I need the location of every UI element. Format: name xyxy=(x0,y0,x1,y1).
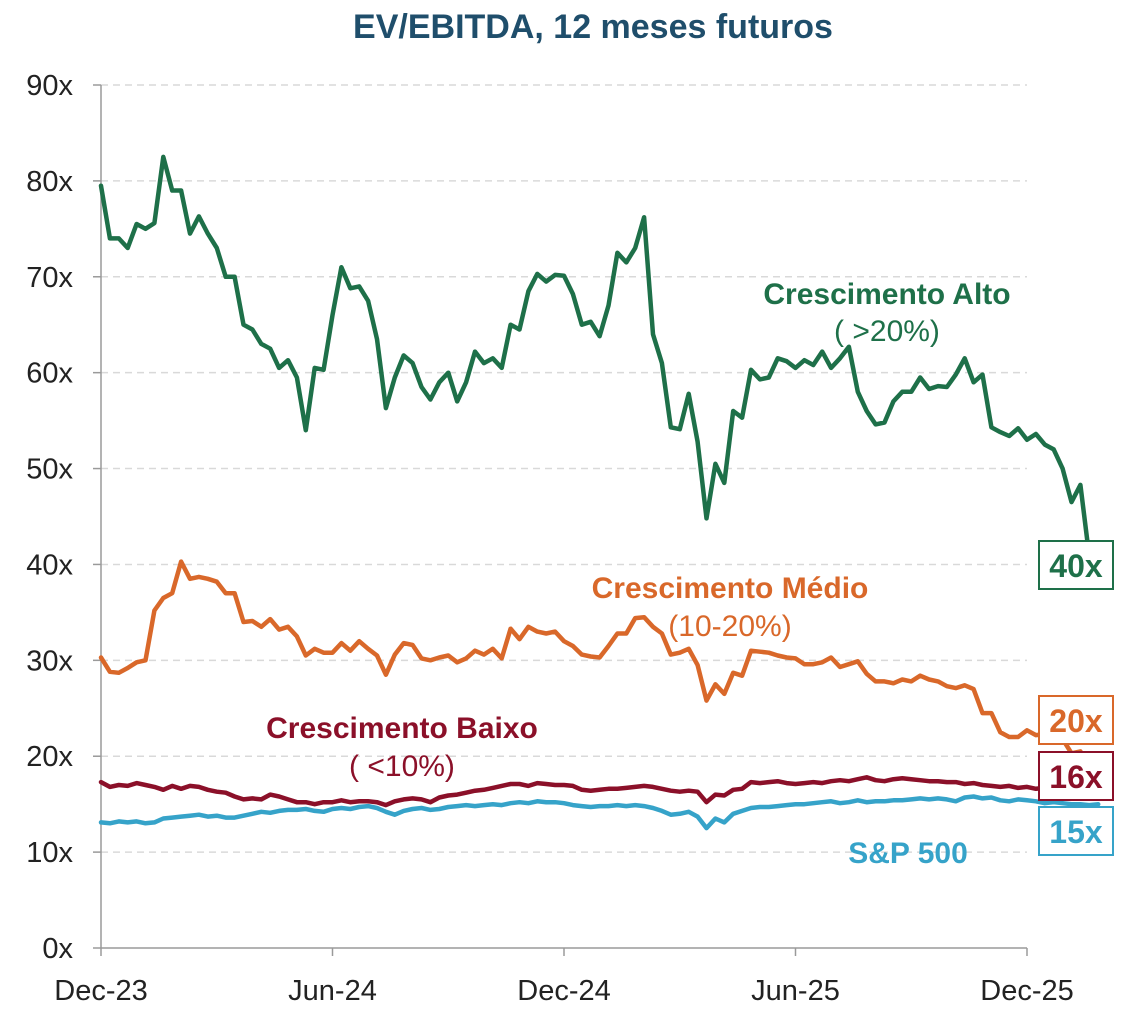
series-line-crescimento-medio xyxy=(98,559,1101,769)
label-crescimento-medio: Crescimento Médio xyxy=(592,572,869,605)
series-line-sp500 xyxy=(98,794,1101,831)
x-tick-label: Jun-25 xyxy=(751,975,840,1007)
y-tick-label: 40x xyxy=(26,549,73,581)
y-tick-label: 10x xyxy=(26,837,73,869)
y-tick-label: 70x xyxy=(26,262,73,294)
x-tick-label: Jun-24 xyxy=(288,975,377,1007)
end-value-medio: 20x xyxy=(1049,703,1103,739)
label-sp500: S&P 500 xyxy=(848,837,968,870)
chart-title: EV/EBITDA, 12 meses futuros xyxy=(353,8,833,46)
end-badge-medio: 20x xyxy=(1038,695,1114,745)
end-badge-sp500: 15x xyxy=(1038,806,1114,856)
series-line-crescimento-alto xyxy=(98,154,1101,567)
sublabel-crescimento-alto: ( >20%) xyxy=(834,315,940,348)
end-value-alto: 40x xyxy=(1049,548,1103,584)
y-axis: 0x 10x 20x 30x 40x 50x 60x 70x 80x 90x xyxy=(26,70,101,965)
end-badge-alto: 40x xyxy=(1038,540,1114,590)
sublabel-crescimento-baixo: ( <10%) xyxy=(349,750,455,783)
y-tick-label: 90x xyxy=(26,70,73,102)
y-tick-label: 50x xyxy=(26,454,73,486)
series-line-crescimento-baixo xyxy=(98,775,1101,808)
y-tick-label: 60x xyxy=(26,358,73,390)
end-badge-baixo: 16x xyxy=(1038,751,1114,801)
x-axis: Dec-23 Jun-24 Dec-24 Jun-25 Dec-25 xyxy=(54,948,1074,1007)
label-crescimento-alto: Crescimento Alto xyxy=(763,278,1010,311)
end-value-sp500: 15x xyxy=(1049,814,1103,850)
series-lines xyxy=(98,154,1101,831)
sublabel-crescimento-medio: (10-20%) xyxy=(668,610,791,643)
y-tick-label: 80x xyxy=(26,166,73,198)
x-tick-label: Dec-25 xyxy=(980,975,1074,1007)
y-tick-label: 20x xyxy=(26,741,73,773)
end-value-baixo: 16x xyxy=(1049,759,1103,795)
y-tick-label: 30x xyxy=(26,645,73,677)
y-tick-label: 0x xyxy=(42,933,73,965)
x-tick-label: Dec-23 xyxy=(54,975,148,1007)
gridlines xyxy=(101,84,1027,853)
x-tick-label: Dec-24 xyxy=(517,975,611,1007)
label-crescimento-baixo: Crescimento Baixo xyxy=(266,712,538,745)
